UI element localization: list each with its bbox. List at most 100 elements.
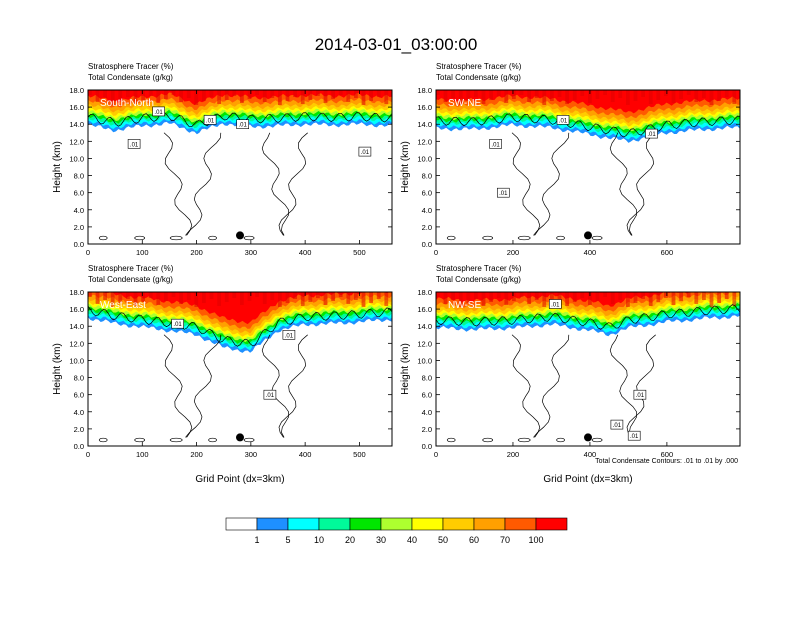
tracer-streak [224,90,229,100]
y-tick-label: 14.0 [417,120,432,129]
tracer-streak [126,292,130,299]
tracer-streak [610,90,615,102]
tracer-streak [316,292,320,298]
tracer-streak [194,292,199,307]
tracer-streak [474,292,478,299]
tracer-streak [323,292,328,305]
tracer-streak [384,90,389,104]
tracer-streak [293,90,297,97]
tracer-streak [240,90,244,103]
tracer-streak [671,90,676,103]
tracer-streak [179,292,183,304]
y-tick-label: 0.0 [422,240,432,249]
y-tick-label: 18.0 [69,86,84,95]
tracer-streak [316,90,320,96]
panel-1: Stratosphere Tracer (%) Total Condensate … [400,62,741,257]
contour-blob [134,235,146,241]
x-tick-label: 200 [507,248,520,257]
contour-column [278,334,308,438]
tracer-streak [103,90,107,98]
contour-label-box [633,389,647,400]
tracer-streak [278,90,282,105]
tracer-streak [686,292,691,297]
plot-frame [435,291,741,447]
x-tick-label: 100 [136,450,149,459]
x-axis-label: Grid Point (dx=3km) [543,474,632,485]
x-tick-label: 0 [86,248,90,257]
contour-label-box [548,299,562,309]
y-tick-label: 4.0 [422,206,432,215]
tracer-streak [527,90,531,102]
tracer-streak [232,90,237,96]
tracer-streak [141,292,145,302]
contour-blob [517,437,531,443]
contour-label: .01 [206,118,215,124]
x-tick-label: 400 [299,450,312,459]
tracer-streak [361,90,366,105]
contour-label: .01 [130,142,139,148]
contour-label-box [489,139,502,149]
contour-upper [87,305,393,347]
panel-0: Stratosphere Tracer (%) Total Condensate … [52,62,393,257]
contour-label-box [203,115,217,125]
tracer-streak [717,90,721,101]
tracer-streak [550,90,554,101]
tracer-streak [95,90,100,102]
tracer-streak [224,292,229,302]
y-tick-label: 10.0 [417,154,432,163]
contour-blob [208,437,217,443]
contour-label: .01 [551,303,560,309]
tracer-streak [148,90,153,96]
tracer-streak [512,292,516,301]
contour-column [163,334,193,438]
tracer-streak [496,292,501,298]
tracer-streak [118,90,123,101]
contour-label: .01 [154,110,163,116]
section-name: SW-NE [448,98,481,109]
tracer-streak [436,90,440,95]
contour-label: .01 [285,333,294,339]
tracer-streak [648,90,653,104]
y-tick-label: 12.0 [69,339,84,348]
panel-title-tracer: Stratosphere Tracer (%) [88,264,174,273]
x-tick-label: 0 [434,450,438,459]
tracer-streak [164,90,168,99]
y-tick-label: 4.0 [74,206,84,215]
tracer-streak [458,292,463,307]
tracer-streak [565,292,569,306]
tracer-streak [679,292,683,301]
y-tick-label: 10.0 [69,154,84,163]
colorbar-label: 70 [500,535,510,545]
colorbar-label: 1 [254,535,259,545]
tracer-streak [542,90,547,105]
colorbar-swatch [411,517,444,531]
contour-upper [435,304,741,330]
tracer-streak [709,90,714,105]
colorbar-label: 5 [285,535,290,545]
tracer-streak [436,292,440,297]
tracer-streak [285,292,290,303]
contour-blob [169,437,183,443]
tracer-streak [557,292,562,299]
x-tick-label: 400 [299,248,312,257]
tracer-streak [557,90,562,97]
location-marker [584,231,592,240]
colorbar-label: 20 [345,535,355,545]
plot-frame [87,89,393,245]
contour-label: .01 [361,150,370,156]
y-tick-label: 16.0 [417,305,432,314]
contour-blob [243,437,255,443]
contour-column [261,132,289,236]
tracer-streak [588,292,592,305]
tracer-streak [633,90,638,101]
contour-label-box [610,419,624,430]
y-axis-label: Height (km) [52,141,63,193]
tracer-streak [255,90,259,95]
tracer-streak [656,90,661,100]
location-marker [584,433,592,442]
y-tick-label: 10.0 [417,356,432,365]
contour-label-box [358,146,372,157]
tracer-streak [542,292,547,307]
y-tick-label: 12.0 [417,339,432,348]
